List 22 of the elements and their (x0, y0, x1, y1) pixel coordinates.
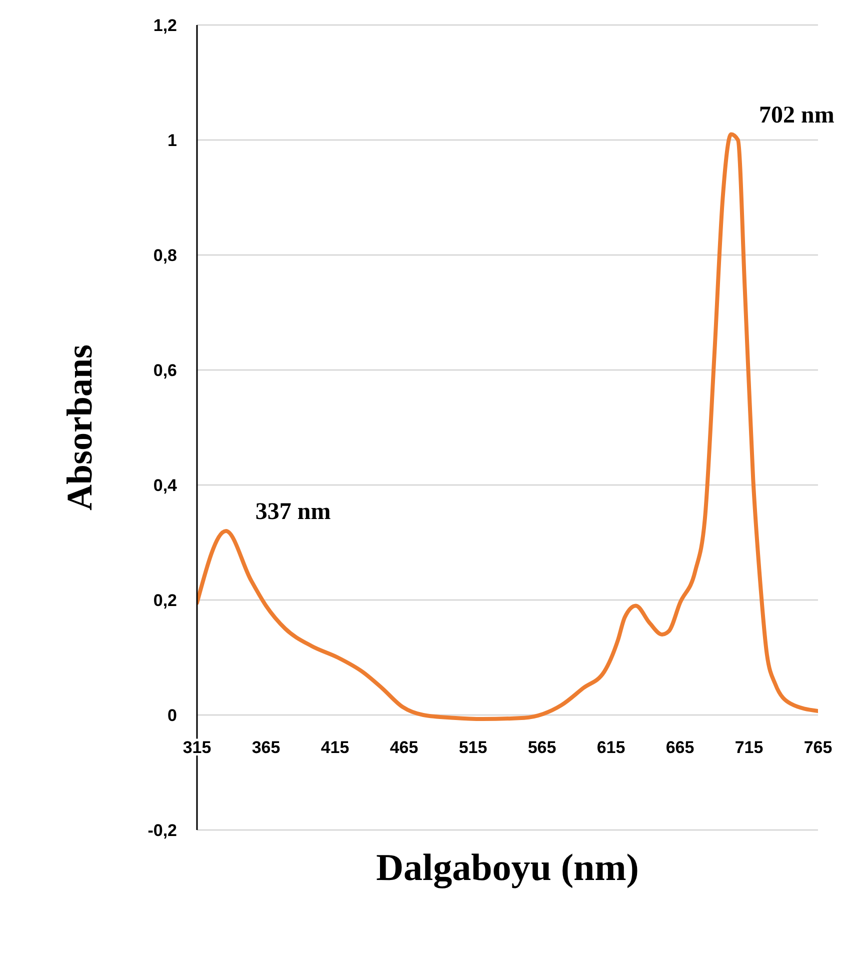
x-tick-label: 515 (458, 738, 488, 757)
y-tick-label: 0 (168, 706, 177, 726)
y-axis-title: Absorbans (59, 344, 100, 511)
x-tick-label: 365 (252, 738, 280, 757)
x-tick-label: 565 (528, 738, 556, 757)
x-tick-label: 615 (596, 738, 626, 757)
x-tick-label: 765 (804, 738, 832, 757)
x-tick-label: 415 (320, 738, 350, 757)
x-tick-label: 465 (390, 738, 418, 757)
y-tick-label: 1 (168, 131, 177, 150)
y-tick-label: -0,2 (148, 821, 177, 840)
x-tick-label: 715 (734, 738, 764, 757)
y-tick-label: 0,8 (153, 246, 177, 266)
line-series (197, 132, 818, 722)
y-tick-label: 0,6 (153, 361, 177, 380)
x-axis-title: Dalgaboyu (nm) (375, 846, 640, 890)
y-tick-label: 0,4 (153, 476, 178, 496)
annotation: 702 nm (759, 102, 834, 128)
y-tick-label: 0,2 (153, 591, 177, 610)
y-tick-label: 1,2 (153, 16, 177, 36)
annotation: 337 nm (255, 499, 331, 525)
x-tick-label: 665 (666, 738, 694, 757)
